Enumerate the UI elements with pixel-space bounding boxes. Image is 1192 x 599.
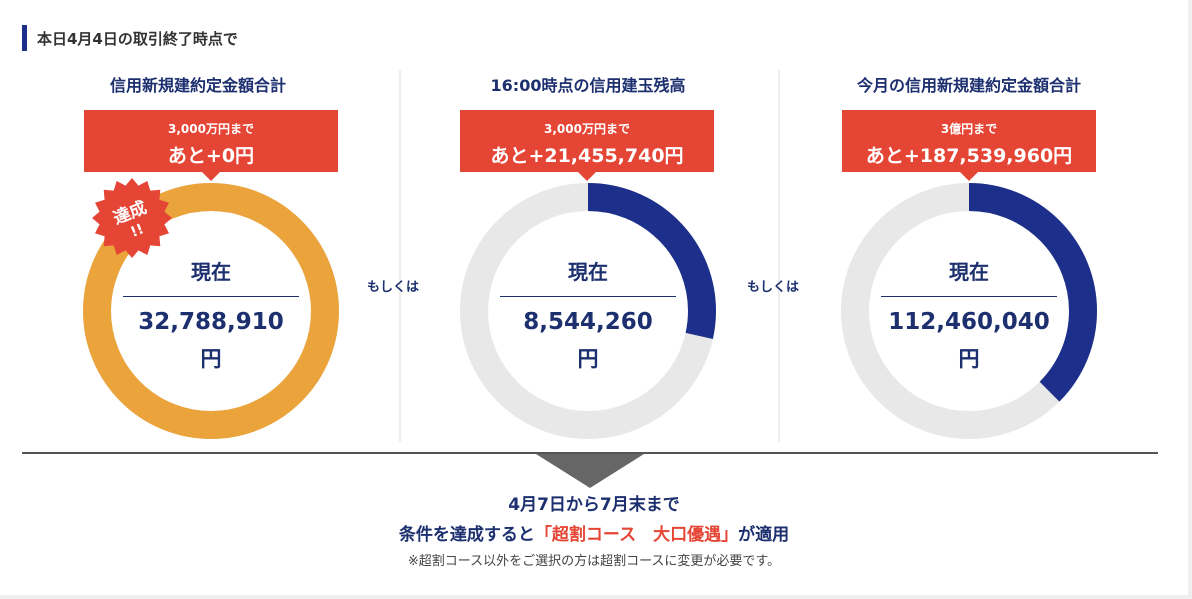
card-title: 16:00時点の信用建玉残高 bbox=[490, 76, 686, 95]
callout-remaining: あと+21,455,740円 bbox=[490, 145, 684, 167]
result-message: 4月7日から7月末まで 条件を達成すると「超割コース 大口優遇」が適用 ※超割コ… bbox=[0, 490, 1188, 569]
callout-target: 3,000万円まで bbox=[168, 122, 254, 136]
progress-ring bbox=[83, 183, 339, 439]
course-highlight: 「超割コース 大口優遇」 bbox=[534, 525, 739, 545]
amount-unit: 円 bbox=[577, 347, 599, 371]
callout-target: 3億円まで bbox=[940, 122, 998, 136]
progress-ring bbox=[460, 183, 716, 439]
center-divider bbox=[123, 296, 299, 297]
current-amount: 112,460,040 bbox=[888, 309, 1050, 335]
amount-unit: 円 bbox=[200, 347, 222, 371]
card-monthly-credit-new-contract: 今月の信用新規建約定金額合計 3億円まで あと+187,539,960円 現在 … bbox=[779, 64, 1159, 444]
center-divider bbox=[881, 296, 1057, 297]
remaining-callout: 3,000万円まで あと+21,455,740円 bbox=[460, 110, 714, 181]
card-title: 信用新規建約定金額合計 bbox=[109, 76, 286, 95]
ring-progress-arc bbox=[460, 183, 716, 439]
section-header: 本日4月4日の取引終了時点で bbox=[22, 24, 238, 52]
or-label: もしくは bbox=[367, 280, 420, 295]
remaining-callout: 3億円まで あと+187,539,960円 bbox=[842, 110, 1096, 181]
period-text: 4月7日から7月末まで bbox=[508, 495, 680, 515]
condition-suffix: が適用 bbox=[738, 525, 790, 545]
column-divider bbox=[778, 70, 780, 442]
result-divider-line bbox=[22, 452, 1158, 454]
condition-text: 条件を達成すると「超割コース 大口優遇」が適用 bbox=[0, 520, 1188, 545]
header-accent-bar bbox=[22, 25, 27, 51]
or-label: もしくは bbox=[747, 280, 800, 295]
ring-center: 現在 32,788,910 円 bbox=[121, 256, 301, 373]
ring-progress-arc bbox=[83, 183, 339, 439]
condition-prefix: 条件を達成すると bbox=[398, 525, 535, 545]
badge-exclamation: !! bbox=[128, 221, 146, 241]
ring-progress-arc bbox=[841, 183, 1097, 439]
callout-remaining: あと+187,539,960円 bbox=[865, 145, 1073, 167]
callout-remaining: あと+0円 bbox=[167, 145, 255, 167]
now-label: 現在 bbox=[949, 260, 989, 284]
card-title: 今月の信用新規建約定金額合計 bbox=[856, 76, 1081, 95]
note-text: ※超割コース以外をご選択の方は超割コースに変更が必要です。 bbox=[407, 554, 781, 569]
down-arrow-icon bbox=[536, 454, 644, 488]
current-amount: 8,544,260 bbox=[523, 309, 653, 335]
amount-unit: 円 bbox=[958, 347, 980, 371]
ring-center: 現在 8,544,260 円 bbox=[498, 256, 678, 373]
progress-ring bbox=[841, 183, 1097, 439]
card-credit-position-balance: 16:00時点の信用建玉残高 3,000万円まで あと+21,455,740円 … bbox=[398, 64, 778, 444]
now-label: 現在 bbox=[191, 260, 231, 284]
badge-burst-shape bbox=[92, 178, 172, 258]
column-divider bbox=[399, 70, 401, 442]
achieved-badge: 達成 !! bbox=[92, 178, 172, 258]
callout-target: 3,000万円まで bbox=[544, 122, 630, 136]
remaining-callout: 3,000万円まで あと+0円 bbox=[84, 110, 338, 181]
now-label: 現在 bbox=[568, 260, 608, 284]
section-title: 本日4月4日の取引終了時点で bbox=[37, 29, 238, 48]
current-amount: 32,788,910 bbox=[138, 309, 284, 335]
card-credit-new-contract: 信用新規建約定金額合計 3,000万円まで あと+0円 達成 !! 現在 32,… bbox=[8, 64, 388, 444]
ring-center: 現在 112,460,040 円 bbox=[879, 256, 1059, 373]
center-divider bbox=[500, 296, 676, 297]
